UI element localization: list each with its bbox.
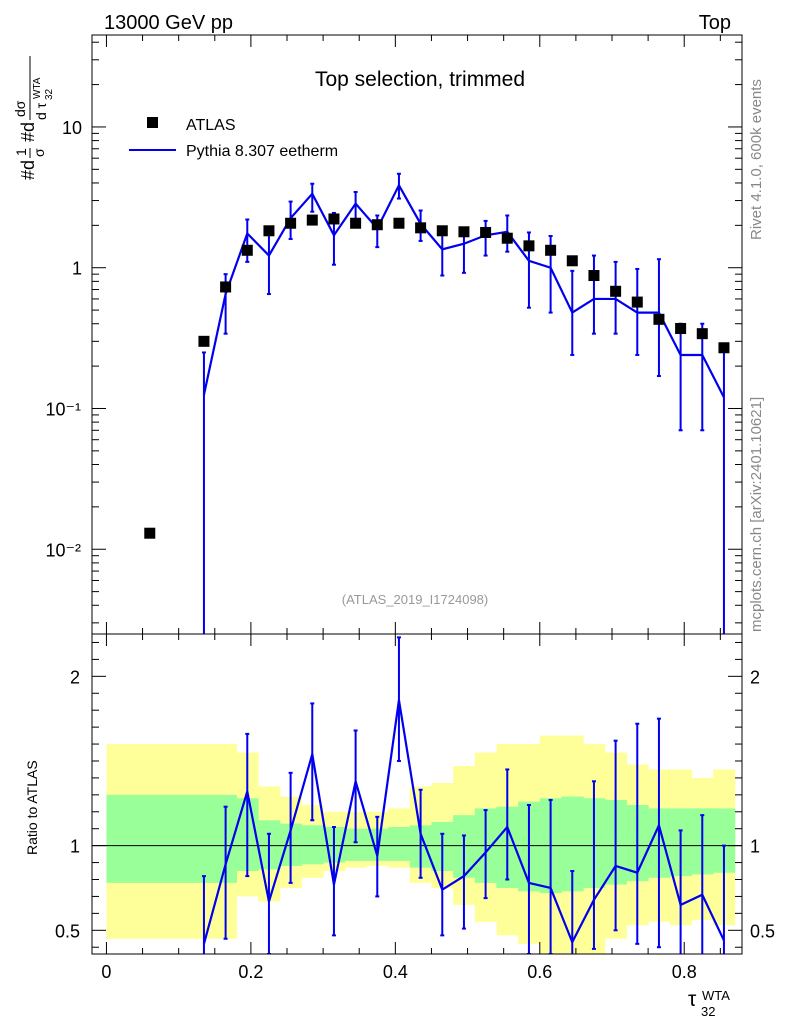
ratio-band-inner [106,794,194,883]
legend: ATLAS Pythia 8.307 eetherm [129,117,338,160]
atlas-data-point [263,225,275,237]
ratio-band-inner [388,827,411,861]
source-label: mcplots.cern.ch [arXiv:2401.10621] [748,397,765,632]
x-tick-label: 0.8 [672,962,697,982]
ratio-frame [91,633,743,955]
y-axis-label-main: #d 1 σ #d dσ d τ 32 WTA [12,56,55,180]
header-process: Top [699,12,731,34]
atlas-data-point [436,225,448,237]
ratio-band-inner [301,825,324,865]
atlas-data-point [328,213,340,225]
svg-text:1: 1 [13,148,29,156]
atlas-data-point [588,270,600,282]
y-tick-label: 10⁻¹ [45,399,81,419]
ratio-band-inner [561,796,584,892]
analysis-watermark: (ATLAS_2019_I1724098) [342,592,488,607]
atlas-data-point [480,226,492,238]
ratio-y-tick-label: 0.5 [55,921,80,941]
x-tick-label: 0.6 [527,962,552,982]
atlas-data-point [285,217,297,229]
atlas-data-point [631,296,643,308]
svg-text:32: 32 [44,88,55,100]
atlas-data-point [306,214,318,226]
axis-ticks: 0 0.2 0.4 0.6 0.8 10⁻² 10⁻¹ 1 10 0.5 0.5 1 1 2 2 [45,35,775,982]
y-tick-label: 10 [62,118,82,138]
ratio-band-inner [713,808,736,873]
atlas-data-point [350,217,362,229]
svg-text:τ: τ [688,988,697,1011]
atlas-data-point [371,219,383,231]
svg-text:WTA: WTA [32,77,43,99]
atlas-data-point [393,217,405,229]
ratio-content [92,636,742,954]
atlas-data-point [241,244,253,256]
atlas-data-point [545,244,557,256]
ratio-band-inner [193,794,216,883]
atlas-data-point [144,527,156,539]
ratio-y-tick-label: 1 [70,837,80,857]
ratio-y-tick-label: 2 [70,667,80,687]
x-tick-label: 0.4 [383,962,408,982]
ratio-y-tick-label-right: 2 [750,667,760,687]
atlas-data-point [415,222,427,234]
ratio-band-inner [344,828,367,861]
atlas-data-point [675,322,687,334]
ratio-y-tick-label-right: 1 [750,837,760,857]
svg-text:WTA: WTA [702,988,730,1003]
legend-atlas-label: ATLAS [186,117,236,134]
svg-text:d τ: d τ [33,102,49,120]
legend-pythia-label: Pythia 8.307 eetherm [186,143,338,160]
legend-atlas-marker [147,117,158,128]
atlas-data-point [696,328,708,340]
x-tick-label: 0.2 [238,962,263,982]
svg-text:σ: σ [31,148,47,157]
header-energy: 13000 GeV pp [104,12,233,34]
atlas-data-point [610,285,622,297]
y-tick-label: 1 [72,259,82,279]
pythia-line [202,182,725,398]
y-axis-label-ratio: Ratio to ATLAS [24,760,40,855]
svg-text:#d: #d [18,122,38,142]
atlas-data-point [501,232,513,244]
rivet-label: Rivet 4.1.0, 600k events [748,79,765,240]
y-tick-label: 10⁻² [45,540,81,560]
svg-text:32: 32 [701,1004,715,1019]
atlas-data-point [653,313,665,325]
ratio-y-tick-label-right: 0.5 [750,921,775,941]
x-axis-label: τ 32 WTA [688,988,730,1019]
svg-text:#d: #d [18,160,38,180]
chart-title: Top selection, trimmed [315,68,525,91]
main-content [144,172,730,634]
x-tick-label: 0 [101,962,111,982]
atlas-data-point [198,335,210,347]
svg-text:dσ: dσ [12,100,28,117]
atlas-data-point [523,240,535,252]
atlas-data-point [566,255,578,267]
atlas-data-point [220,281,232,293]
atlas-data-point [458,226,470,238]
atlas-data-point [718,342,730,354]
